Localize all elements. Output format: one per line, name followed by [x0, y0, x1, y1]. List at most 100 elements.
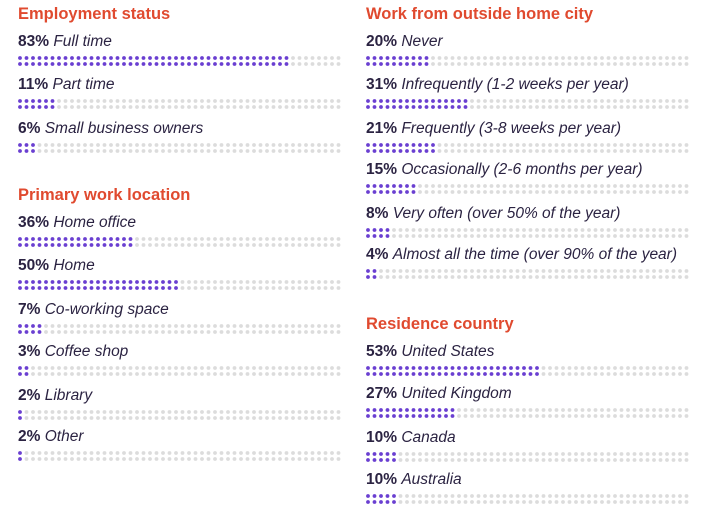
dot-bar-part-time — [18, 99, 341, 109]
empty-dot — [284, 237, 289, 241]
empty-dot — [405, 458, 409, 462]
filled-dot — [24, 280, 29, 284]
filled-dot — [89, 286, 94, 290]
filled-dot — [252, 62, 256, 66]
empty-dot — [580, 452, 585, 456]
filled-dot — [418, 143, 422, 147]
empty-dot — [411, 494, 416, 498]
empty-dot — [463, 500, 468, 504]
filled-dot — [372, 452, 377, 456]
empty-dot — [476, 494, 481, 498]
empty-dot — [239, 99, 243, 103]
empty-dot — [515, 56, 520, 60]
empty-dot — [109, 330, 113, 334]
empty-dot — [450, 228, 455, 232]
empty-dot — [232, 286, 237, 290]
empty-dot — [258, 99, 263, 103]
empty-dot — [496, 149, 500, 153]
filled-dot — [372, 366, 377, 370]
filled-dot — [24, 143, 29, 147]
empty-dot — [24, 451, 29, 455]
empty-dot — [619, 452, 624, 456]
category-label: Co-working space — [44, 301, 169, 318]
list-item-never: 20% Never — [366, 33, 692, 73]
empty-dot — [431, 190, 435, 194]
empty-dot — [44, 366, 48, 370]
empty-dot — [626, 234, 630, 238]
empty-dot — [626, 56, 630, 60]
empty-dot — [580, 99, 585, 103]
empty-dot — [528, 99, 533, 103]
empty-dot — [278, 99, 282, 103]
empty-dot — [102, 372, 107, 376]
empty-dot — [593, 458, 598, 462]
empty-dot — [135, 416, 139, 420]
empty-dot — [431, 234, 435, 238]
empty-dot — [483, 500, 487, 504]
empty-dot — [606, 190, 611, 194]
empty-dot — [330, 280, 334, 284]
filled-dot — [398, 184, 403, 188]
filled-dot — [496, 372, 500, 376]
empty-dot — [232, 243, 237, 247]
empty-dot — [600, 190, 604, 194]
empty-dot — [606, 62, 611, 66]
empty-dot — [284, 416, 289, 420]
empty-dot — [580, 62, 585, 66]
empty-dot — [593, 269, 598, 273]
filled-dot — [31, 99, 35, 103]
empty-dot — [580, 228, 585, 232]
empty-dot — [678, 190, 682, 194]
filled-dot — [37, 286, 42, 290]
list-item-australia: 10% Australia — [366, 471, 692, 511]
empty-dot — [317, 330, 321, 334]
empty-dot — [450, 56, 455, 60]
empty-dot — [174, 330, 178, 334]
filled-dot — [63, 243, 68, 247]
empty-dot — [541, 62, 546, 66]
empty-dot — [297, 62, 302, 66]
empty-dot — [509, 143, 513, 147]
chart-title-work-outside-home-city: Work from outside home city — [366, 5, 594, 23]
filled-dot — [444, 99, 448, 103]
empty-dot — [515, 99, 520, 103]
filled-dot — [457, 372, 461, 376]
empty-dot — [554, 234, 559, 238]
empty-dot — [76, 410, 81, 414]
empty-dot — [291, 62, 295, 66]
empty-dot — [405, 228, 409, 232]
empty-dot — [645, 184, 650, 188]
empty-dot — [252, 451, 256, 455]
empty-dot — [684, 234, 689, 238]
empty-dot — [245, 286, 250, 290]
empty-dot — [587, 452, 591, 456]
empty-dot — [678, 408, 682, 412]
filled-dot — [115, 62, 120, 66]
empty-dot — [336, 372, 341, 376]
category-label: Full time — [53, 33, 112, 50]
empty-dot — [63, 410, 68, 414]
empty-dot — [437, 494, 442, 498]
empty-dot — [226, 372, 230, 376]
empty-dot — [193, 237, 198, 241]
item-label: 2% Other — [18, 428, 83, 446]
filled-dot — [424, 366, 429, 370]
empty-dot — [632, 105, 637, 109]
empty-dot — [245, 149, 250, 153]
empty-dot — [554, 414, 559, 418]
filled-dot — [392, 458, 396, 462]
filled-dot — [50, 237, 55, 241]
empty-dot — [330, 243, 334, 247]
empty-dot — [502, 234, 507, 238]
empty-dot — [200, 416, 204, 420]
empty-dot — [330, 62, 334, 66]
empty-dot — [57, 143, 61, 147]
empty-dot — [89, 105, 94, 109]
list-item-home-office: 36% Home office — [18, 214, 344, 254]
empty-dot — [44, 410, 48, 414]
empty-dot — [580, 234, 585, 238]
empty-dot — [167, 451, 172, 455]
percent-label: 4% — [366, 246, 389, 263]
empty-dot — [496, 458, 500, 462]
empty-dot — [626, 269, 630, 273]
